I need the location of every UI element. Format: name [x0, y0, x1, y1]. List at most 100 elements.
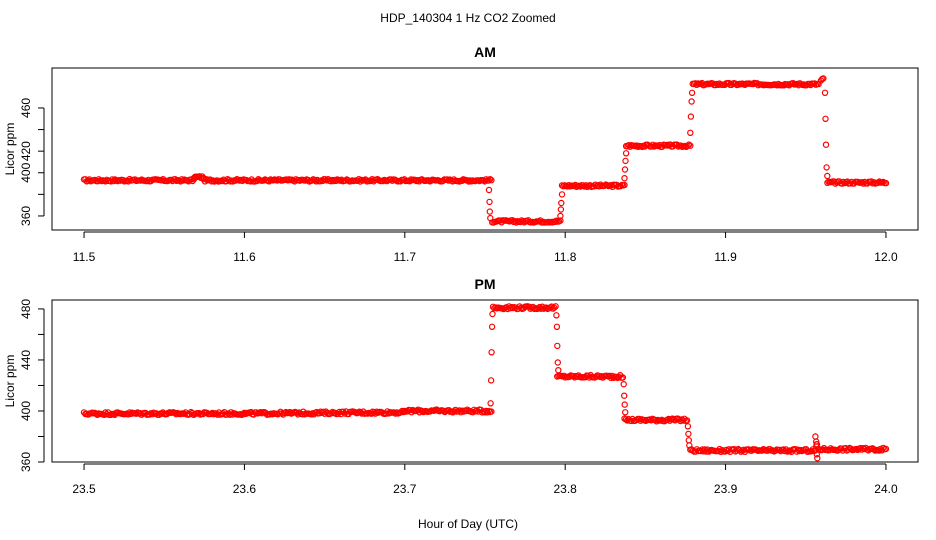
y-tick-label: 440	[19, 350, 33, 370]
y-tick-label: 460	[19, 98, 33, 118]
data-point	[552, 303, 559, 310]
data-point	[485, 407, 492, 415]
figure-title: HDP_140304 1 Hz CO2 Zoomed	[380, 11, 555, 25]
plot-frame	[51, 67, 919, 231]
data-point	[486, 198, 493, 206]
y-tick-label: 420	[19, 141, 33, 161]
x-tick-label: 12.0	[874, 250, 898, 264]
data-point	[209, 409, 216, 417]
data-point	[513, 219, 520, 226]
data-point	[551, 304, 558, 311]
x-axis-label: Hour of Day (UTC)	[418, 517, 518, 531]
data-point	[717, 448, 725, 455]
data-points	[80, 303, 890, 462]
data-point	[812, 447, 819, 454]
data-point	[822, 141, 830, 148]
data-point	[582, 182, 590, 189]
y-tick-label: 360	[19, 206, 33, 226]
data-point	[685, 430, 692, 438]
data-point	[557, 206, 565, 213]
data-point	[487, 377, 495, 384]
data-point	[688, 89, 696, 97]
data-point	[557, 212, 564, 220]
data-point	[685, 437, 693, 444]
y-axis-label: Licor ppm	[3, 355, 17, 408]
data-point	[812, 433, 819, 440]
data-point	[621, 174, 628, 182]
data-point	[621, 392, 628, 399]
x-tick-label: 23.8	[554, 482, 578, 496]
data-point	[621, 166, 629, 173]
plot-frame	[51, 299, 919, 463]
data-points	[80, 75, 890, 226]
data-point	[736, 446, 743, 454]
data-point	[558, 199, 565, 207]
data-point	[485, 177, 492, 184]
data-point	[621, 181, 628, 189]
data-point	[620, 381, 627, 388]
data-point	[487, 214, 494, 222]
data-point	[687, 129, 694, 136]
data-point	[202, 175, 210, 183]
data-point	[822, 115, 829, 123]
data-point	[686, 442, 693, 449]
data-point	[488, 349, 495, 356]
data-point	[823, 164, 830, 171]
panel-pm: PM 23.5 23.6 23.7 23.8 23.9 24.0 360 400 440 480 Li…	[3, 276, 919, 496]
panel-title: PM	[475, 276, 496, 292]
data-point	[554, 359, 562, 366]
panel-title: AM	[474, 44, 496, 60]
data-point	[684, 423, 692, 430]
data-point	[821, 89, 829, 97]
data-point	[687, 142, 694, 149]
data-point	[621, 401, 628, 408]
data-point	[622, 150, 630, 157]
x-tick-label: 11.8	[554, 250, 577, 264]
data-point	[553, 312, 560, 319]
y-tick-label: 480	[19, 299, 33, 319]
data-point	[554, 342, 561, 350]
y-axis-label: Licor ppm	[3, 123, 17, 176]
data-point	[558, 191, 566, 198]
x-tick-label: 23.5	[72, 482, 96, 496]
data-point	[619, 374, 627, 381]
data-point	[687, 113, 695, 120]
data-point	[820, 75, 827, 82]
data-point	[488, 323, 496, 330]
data-point	[485, 186, 493, 194]
x-tick-label: 11.6	[233, 250, 256, 264]
data-point	[688, 98, 695, 105]
data-point	[622, 157, 629, 165]
data-point	[508, 303, 515, 311]
data-point	[484, 409, 491, 416]
data-point	[487, 400, 494, 407]
data-point	[555, 367, 562, 374]
x-tick-label: 11.7	[394, 250, 417, 264]
x-tick-label: 23.7	[393, 482, 417, 496]
data-point	[622, 409, 629, 416]
data-point	[617, 182, 624, 190]
data-point	[553, 323, 561, 330]
data-point	[322, 176, 329, 183]
data-point	[486, 175, 494, 183]
y-tick-label: 400	[19, 162, 33, 182]
data-point	[489, 310, 496, 318]
data-point	[486, 208, 493, 215]
data-point	[488, 176, 495, 184]
data-point	[488, 408, 495, 415]
data-point	[684, 142, 691, 150]
data-point	[882, 179, 890, 187]
data-point	[824, 172, 831, 180]
x-tick-label: 23.6	[233, 482, 257, 496]
y-tick-label: 400	[19, 401, 33, 421]
data-point	[882, 445, 890, 453]
data-point	[685, 141, 693, 148]
data-point	[811, 80, 818, 87]
data-point	[444, 176, 451, 183]
data-point	[813, 451, 821, 458]
x-tick-label: 11.5	[73, 250, 96, 264]
x-tick-label: 24.0	[874, 482, 898, 496]
